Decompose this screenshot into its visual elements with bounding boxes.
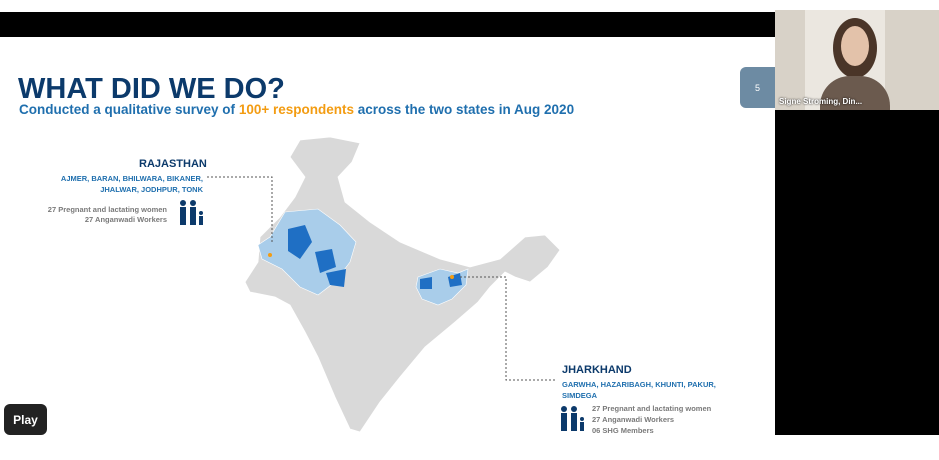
- district-highlight: [420, 277, 432, 289]
- webcam-tile: Signe Stroming, Din...: [775, 10, 939, 110]
- map: [180, 136, 584, 433]
- slide-title: WHAT DID WE DO?: [18, 73, 285, 105]
- district-highlight: [288, 225, 312, 259]
- slide-subtitle: Conducted a qualitative survey of 100+ r…: [19, 102, 574, 117]
- district-line: SIMDEGA: [562, 391, 598, 400]
- slide: WHAT DID WE DO? Conducted a qualitative …: [0, 37, 775, 435]
- subtitle-highlight: 100+ respondents: [238, 102, 354, 117]
- district-line: AJMER, BARAN, BHILWARA, BIKANER,: [60, 174, 203, 183]
- subtitle-text: across the two states in Aug 2020: [357, 102, 575, 117]
- respondent-line: 06 SHG Members: [592, 426, 654, 435]
- marker: [268, 253, 272, 257]
- respondent-list: 27 Pregnant and lactating women 27 Angan…: [592, 403, 711, 436]
- participant-name: Signe Stroming, Din...: [779, 97, 863, 106]
- india-map: [244, 136, 561, 433]
- district-line: GARWHA, HAZARIBAGH, KHUNTI, PAKUR,: [562, 380, 716, 389]
- respondent-line: 27 Anganwadi Workers: [592, 415, 675, 424]
- connector: [207, 176, 273, 242]
- top-bar: [0, 12, 775, 37]
- district-highlight: [315, 249, 336, 273]
- webcam-face: [841, 26, 869, 66]
- district-list: AJMER, BARAN, BHILWARA, BIKANER, JHALWAR…: [61, 173, 203, 195]
- subtitle-text: Conducted a qualitative survey of: [19, 102, 236, 117]
- respondent-line: 27 Pregnant and lactating women: [592, 404, 712, 413]
- side-panel: [775, 110, 939, 435]
- marker: [450, 275, 454, 279]
- state-name: JHARKHAND: [562, 364, 632, 376]
- district-line: JHALWAR, JODHPUR, TONK: [100, 185, 203, 194]
- play-button[interactable]: Play: [4, 404, 47, 435]
- state-name: RAJASTHAN: [139, 158, 207, 170]
- people-icon: [180, 200, 203, 225]
- respondent-line: 27 Anganwadi Workers: [84, 215, 167, 224]
- district-list: GARWHA, HAZARIBAGH, KHUNTI, PAKUR, SIMDE…: [562, 379, 716, 401]
- respondent-list: 27 Pregnant and lactating women 27 Angan…: [48, 205, 167, 225]
- people-icon: [561, 406, 584, 431]
- district-highlight: [326, 269, 346, 287]
- slide-number: 5: [740, 67, 775, 108]
- connector: [460, 276, 555, 381]
- webcam-body: [820, 76, 890, 110]
- respondent-line: 27 Pregnant and lactating women: [47, 205, 167, 214]
